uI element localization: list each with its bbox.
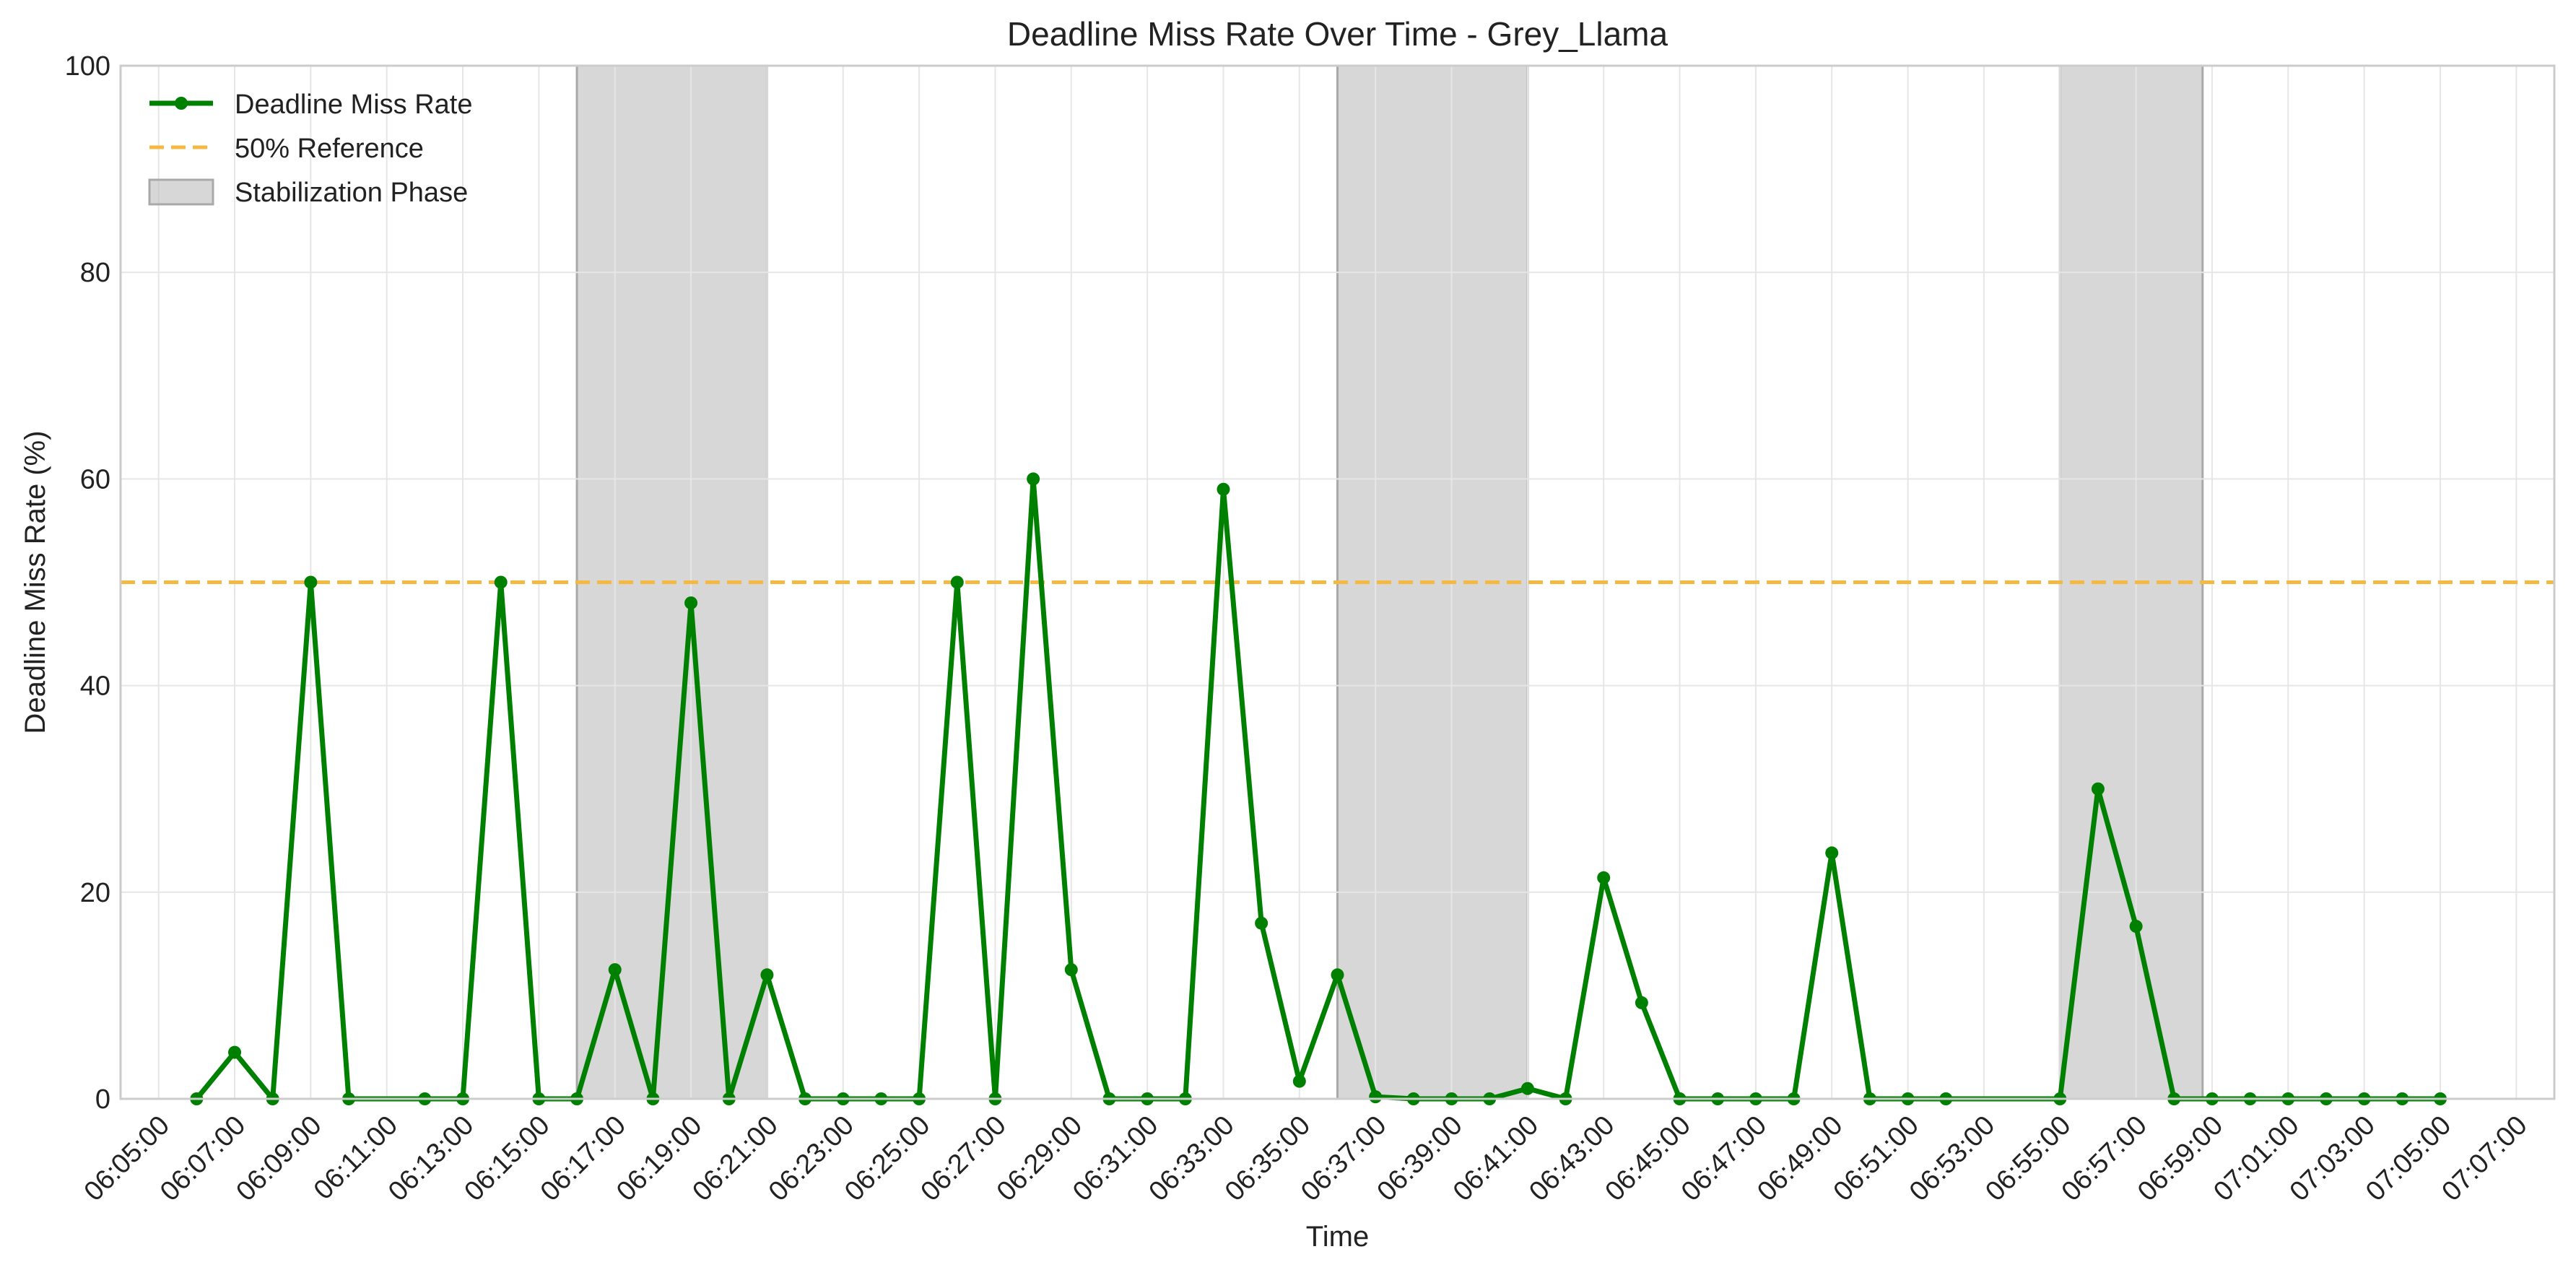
- y-tick-label-5: 100: [65, 51, 110, 82]
- data-point-10: [608, 963, 622, 977]
- data-point-26: [1217, 482, 1230, 496]
- y-tick-label-3: 60: [80, 464, 110, 495]
- data-point-12: [684, 596, 698, 610]
- data-point-22: [1064, 963, 1078, 977]
- data-point-27: [1255, 916, 1269, 930]
- data-point-47: [2091, 782, 2105, 796]
- y-tick-label-2: 40: [80, 671, 110, 702]
- data-point-37: [1635, 996, 1648, 1009]
- chart-title: Deadline Miss Rate Over Time - Grey_Llam…: [1007, 15, 1668, 53]
- data-point-30: [1369, 1090, 1383, 1104]
- data-point-1: [228, 1045, 242, 1059]
- y-axis-label: Deadline Miss Rate (%): [19, 430, 51, 734]
- y-tick-label-0: 0: [95, 1084, 110, 1115]
- data-point-28: [1292, 1074, 1306, 1088]
- legend-series-label: Deadline Miss Rate: [235, 90, 472, 120]
- y-tick-label-1: 20: [80, 878, 110, 908]
- data-point-21: [1027, 472, 1040, 486]
- data-point-48: [2129, 920, 2143, 934]
- data-point-14: [760, 968, 774, 982]
- legend-marker-sample: [175, 97, 188, 110]
- legend-reference-label: 50% Reference: [235, 134, 424, 164]
- x-axis-label: Time: [1306, 1221, 1369, 1253]
- legend-shade-label: Stabilization Phase: [235, 178, 468, 208]
- data-point-29: [1331, 968, 1344, 982]
- data-point-7: [494, 575, 508, 589]
- legend-shade-sample: [148, 178, 214, 206]
- data-point-34: [1520, 1082, 1534, 1095]
- data-point-19: [950, 575, 964, 589]
- data-point-3: [304, 575, 318, 589]
- data-point-36: [1597, 871, 1611, 884]
- plot-frame: [119, 64, 2556, 1100]
- data-point-42: [1825, 846, 1839, 860]
- legend: Deadline Miss Rate 50% Reference Stabili…: [148, 90, 472, 208]
- y-tick-label-4: 80: [80, 258, 110, 288]
